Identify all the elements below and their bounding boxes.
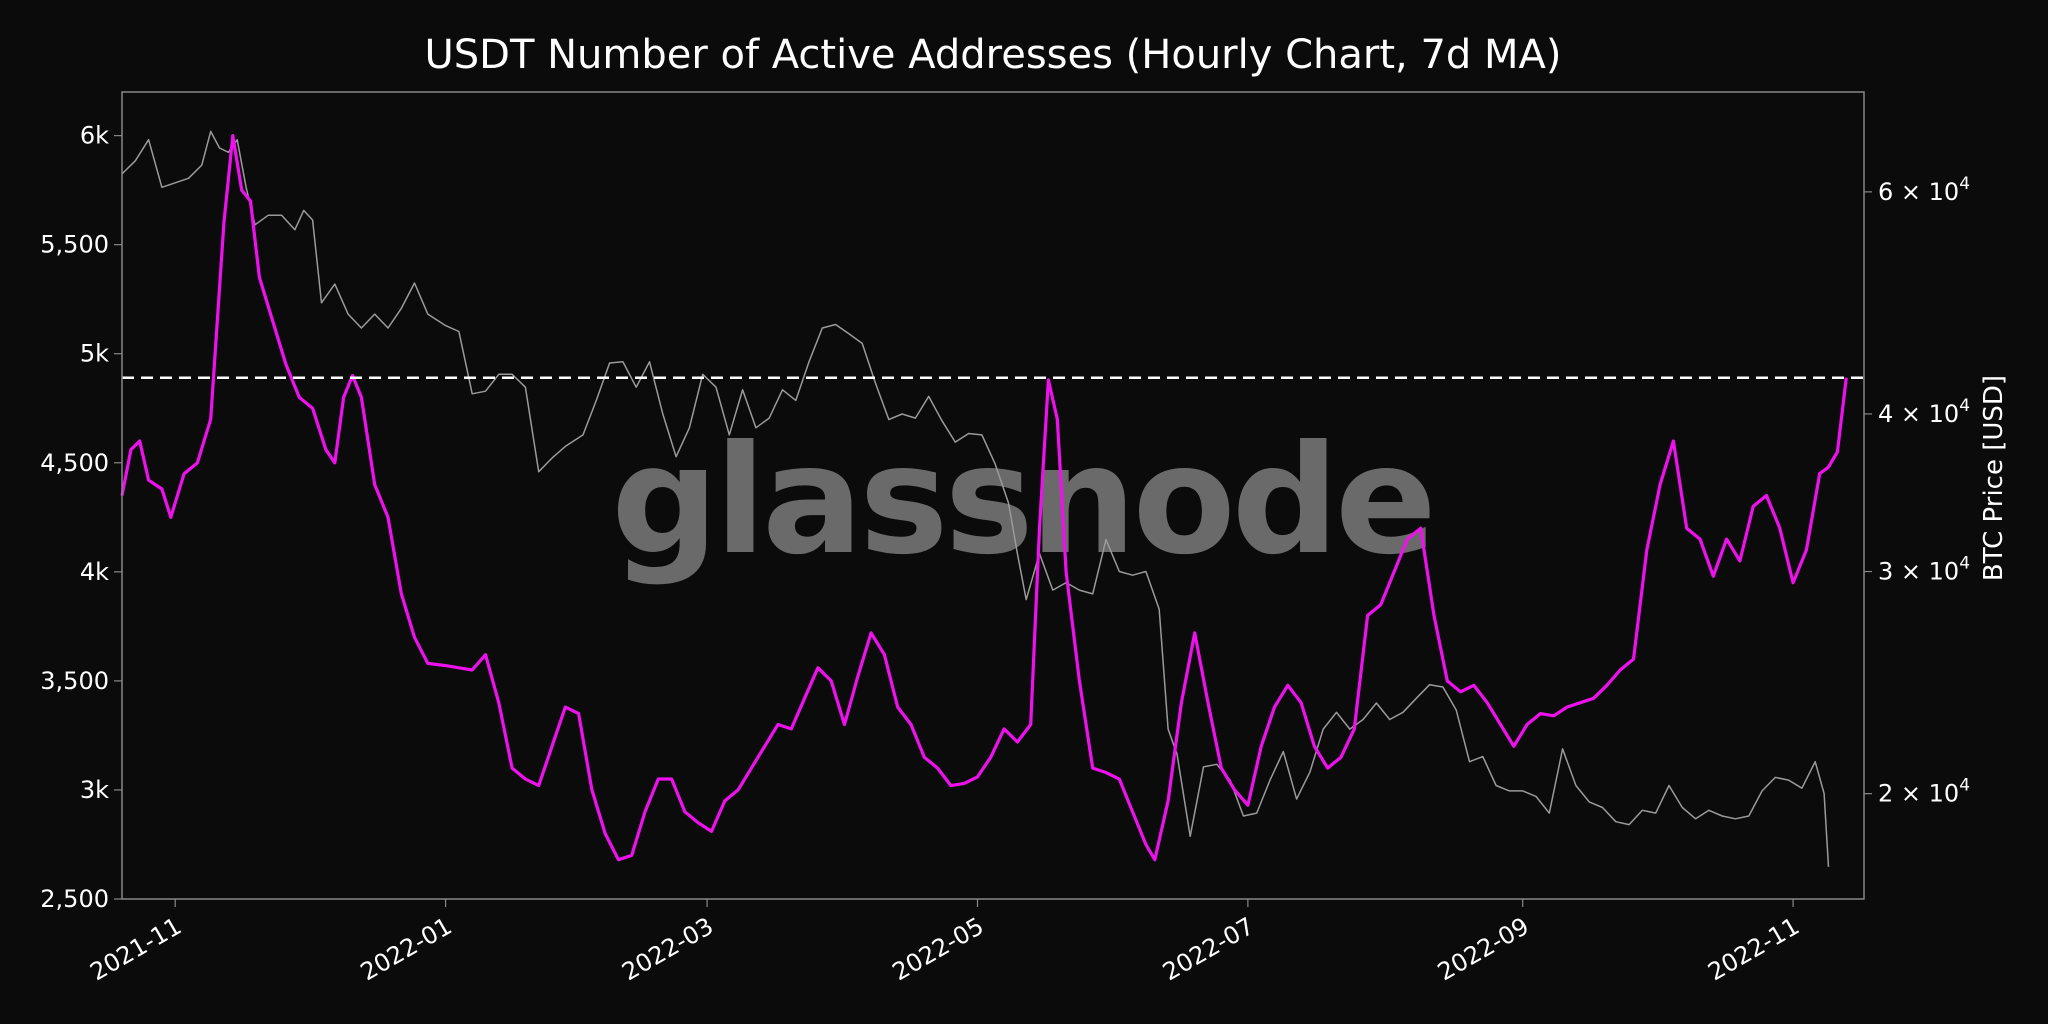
y-left-tick-label: 4k <box>80 558 109 586</box>
y-left-tick-label: 3,500 <box>40 667 109 695</box>
active-addresses-series <box>120 134 1848 862</box>
watermark: glassnode <box>611 414 1433 588</box>
y-left-tick-label: 6k <box>80 122 109 150</box>
y-left-ticks: 2,500 3k 3,500 4k 4,500 5k 5,500 6k <box>40 122 122 913</box>
y-right-tick-label: 4 × 104 <box>1878 396 1970 428</box>
y-right-ticks: 2 × 104 3 × 104 4 × 104 6 × 104 <box>1864 174 1970 808</box>
y-left-tick-label: 2,500 <box>40 885 109 913</box>
y-left-tick-label: 4,500 <box>40 449 109 477</box>
chart-title: USDT Number of Active Addresses (Hourly … <box>424 32 1561 78</box>
y-right-tick-label: 6 × 104 <box>1878 174 1970 206</box>
y-right-tick-label: 2 × 104 <box>1878 776 1970 808</box>
y-right-tick-label: 3 × 104 <box>1878 554 1970 586</box>
btc-price-line <box>121 130 1830 867</box>
y-right-axis-title: BTC Price [USD] <box>1979 375 2009 581</box>
active-addresses-line <box>120 134 1848 862</box>
y-left-tick-label: 3k <box>80 776 109 804</box>
y-left-tick-label: 5k <box>80 340 109 368</box>
plot-frame <box>121 91 1865 900</box>
y-left-tick-label: 5,500 <box>40 231 109 259</box>
btc-price-series <box>121 130 1830 867</box>
